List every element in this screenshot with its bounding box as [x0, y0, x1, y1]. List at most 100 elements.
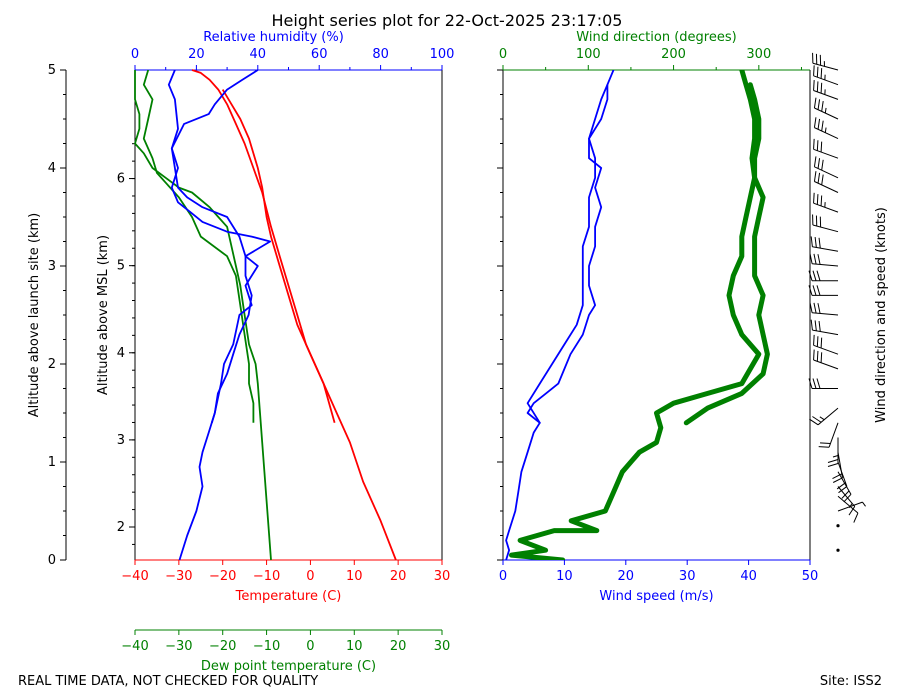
- wind-barb-flag: [820, 442, 831, 444]
- windspeed-tick-label: 20: [618, 569, 635, 584]
- windspeed-axis-label: Wind speed (m/s): [599, 589, 713, 604]
- wind-barb: [832, 452, 844, 483]
- wind-barb-flag: [841, 490, 850, 499]
- wind-barb: [818, 422, 839, 448]
- wind-barb: [836, 461, 848, 494]
- wind-barb-flag: [816, 350, 819, 362]
- wind-barb: [813, 156, 839, 179]
- wind-barb-shaft: [812, 329, 839, 336]
- wind-barb: [837, 486, 856, 516]
- wind-barb-flag: [813, 97, 817, 109]
- agl-tick-label: 2: [48, 357, 56, 372]
- wind-barb-half-flag: [832, 455, 839, 458]
- rh-tick-label: 20: [188, 47, 205, 62]
- dewpoint-tick-label: 30: [434, 639, 451, 654]
- windspeed-tick-label: 10: [556, 569, 573, 584]
- dewpoint-tick-label: 10: [346, 639, 363, 654]
- wind-barb-shaft: [837, 461, 848, 487]
- temp-tick-label: −30: [165, 569, 192, 584]
- rh-tick-label: 100: [430, 47, 455, 62]
- wind-barb-shaft: [828, 422, 839, 448]
- agl-tick-label: 5: [48, 63, 56, 78]
- wind-barb-calm: [836, 524, 840, 528]
- wind-barb-shaft: [813, 75, 839, 86]
- wind-barb-flag: [809, 253, 813, 264]
- wind-barb-flag: [812, 270, 817, 281]
- wind-barb-shaft: [817, 407, 839, 426]
- msl-tick-label: 3: [117, 433, 125, 448]
- wind-barb-flag: [808, 378, 813, 389]
- wind-barb-flag: [813, 65, 815, 76]
- wind-barb-flag: [848, 506, 856, 516]
- series-line-wind_speed-0: [505, 70, 615, 560]
- winddir-axis-label: Wind direction (degrees): [576, 30, 736, 45]
- barbs-axis-label: Wind direction and speed (knots): [874, 207, 889, 423]
- msl-axis-label: Altitude above MSL (km): [96, 235, 111, 395]
- wind-barb-flag: [818, 237, 821, 249]
- wind-barb-shaft: [813, 148, 839, 159]
- wind-barb-flag: [818, 446, 830, 448]
- series-line-rh-4: [167, 69, 259, 561]
- wind-barb-shaft: [814, 127, 839, 140]
- agl-tick-label: 0: [48, 553, 56, 568]
- series-line-temperature-1: [221, 89, 336, 424]
- wind-barb-flag: [813, 349, 815, 361]
- temp-tick-label: −20: [209, 569, 236, 584]
- winddir-tick-label: 0: [499, 47, 507, 62]
- wind-barb-flag: [812, 416, 822, 423]
- winddir-tick-label: 200: [661, 47, 686, 62]
- wind-barb-shaft: [812, 224, 839, 233]
- wind-barb-flag: [820, 337, 823, 349]
- temp-tick-label: 20: [390, 569, 407, 584]
- wind-barb-flag: [813, 117, 817, 128]
- wind-barb: [813, 117, 839, 140]
- wind-barb-shaft: [814, 181, 839, 193]
- msl-tick-label: 2: [117, 520, 125, 535]
- temp-tick-label: −40: [121, 569, 148, 584]
- wind-barb-shaft: [813, 359, 839, 370]
- wind-barb-flag: [816, 270, 821, 281]
- wind-barb-flag: [820, 352, 823, 363]
- wind-barb-flag: [817, 172, 821, 184]
- wind-barb-half-flag: [848, 503, 853, 508]
- wind-barb-half-flag: [824, 107, 827, 114]
- wind-barb-flag: [812, 378, 817, 389]
- agl-tick-label: 3: [48, 259, 56, 274]
- wind-barb-flag: [816, 81, 819, 92]
- wind-barb-shaft: [837, 452, 844, 478]
- site-label: Site: ISS2: [819, 674, 882, 689]
- wind-barb-flag: [808, 285, 813, 296]
- dewpoint-axis-label: Dew point temperature (C): [201, 659, 376, 674]
- wind-barb-flag: [816, 285, 821, 296]
- dewpoint-tick-label: −20: [209, 639, 236, 654]
- wind-barb-flag: [814, 320, 817, 331]
- agl-tick-label: 4: [48, 161, 56, 176]
- wind-barb-shaft: [814, 107, 839, 120]
- chart-title: Height series plot for 22-Oct-2025 23:17…: [272, 11, 623, 30]
- wind-barb-shaft: [813, 344, 839, 355]
- chart-layer: 0 1 2 3 4 5 Altitude above launch site (km) 2 3 4…: [27, 30, 889, 674]
- wind-barb-flag: [821, 159, 824, 171]
- wind-barb-flag: [813, 334, 815, 346]
- wind-barb-flag: [832, 477, 843, 483]
- dewpoint-tick-label: 20: [390, 639, 407, 654]
- wind-barb-flag: [817, 303, 821, 314]
- wind-barb-flag: [820, 141, 823, 153]
- wind-barb-half-flag: [824, 127, 827, 133]
- winddir-tick-label: 100: [576, 47, 601, 62]
- wind-barb-flag: [821, 100, 824, 112]
- wind-barb-flag: [810, 319, 813, 331]
- windspeed-tick-label: 40: [740, 569, 757, 584]
- winddir-tick-label: 300: [746, 47, 771, 62]
- wind-barb-flag: [816, 336, 819, 347]
- wind-barb: [813, 80, 839, 100]
- wind-barb: [813, 138, 839, 159]
- series-line-dewpoint-3: [142, 69, 255, 423]
- wind-barb-flag: [832, 473, 843, 480]
- wind-barb-flag: [816, 140, 819, 151]
- wind-barb-shaft: [814, 166, 839, 179]
- rh-axis-label: Relative humidity (%): [203, 30, 344, 45]
- wind-barb-half-flag: [862, 501, 866, 507]
- wind-barb-flag: [812, 285, 817, 296]
